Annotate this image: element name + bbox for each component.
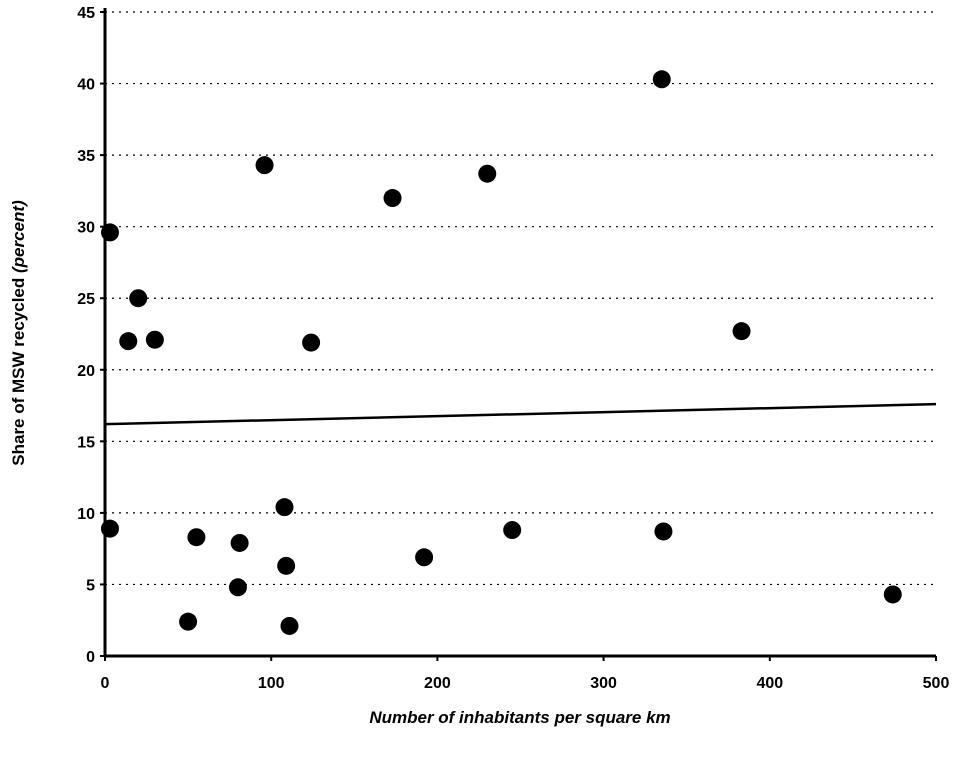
data-point-17 <box>503 521 522 540</box>
x-tick-label-300: 300 <box>590 675 617 692</box>
x-tick-label-0: 0 <box>101 675 110 692</box>
y-tick-label-45: 45 <box>77 5 95 22</box>
data-point-3 <box>129 289 148 308</box>
x-tick-label-500: 500 <box>923 675 950 692</box>
y-axis-title: Share of MSW recycled (percent) <box>9 200 28 466</box>
y-tick-labels: 0 5 10 15 20 25 30 35 40 45 <box>77 5 95 666</box>
x-axis-title: Number of inhabitants per square km <box>369 708 670 727</box>
x-tick-label-200: 200 <box>424 675 451 692</box>
y-tick-label-35: 35 <box>77 148 95 165</box>
data-point-9 <box>255 156 274 175</box>
data-point-2 <box>119 332 138 351</box>
data-point-19 <box>654 522 673 541</box>
y-axis-title-main: Share of MSW recycled <box>9 273 28 466</box>
data-points <box>100 70 902 635</box>
x-tick-labels: 0 100 200 300 400 500 <box>101 675 950 692</box>
y-tick-label-15: 15 <box>77 434 95 451</box>
data-point-4 <box>145 330 164 349</box>
data-point-1 <box>100 519 119 538</box>
data-point-6 <box>187 528 206 547</box>
y-tick-label-0: 0 <box>86 649 95 666</box>
data-point-14 <box>383 189 402 208</box>
y-tick-label-20: 20 <box>77 363 95 380</box>
data-point-20 <box>732 322 751 341</box>
data-point-5 <box>179 612 198 631</box>
data-point-12 <box>280 616 299 635</box>
y-tick-label-5: 5 <box>86 577 95 594</box>
data-point-13 <box>302 333 321 352</box>
y-tick-label-40: 40 <box>77 77 95 94</box>
data-point-11 <box>277 556 296 575</box>
data-point-7 <box>228 578 247 597</box>
y-axis-title-unit: (percent) <box>9 200 28 273</box>
data-point-8 <box>230 533 249 552</box>
trendline-group <box>104 402 937 426</box>
data-point-10 <box>275 498 294 517</box>
data-point-15 <box>415 548 434 567</box>
trendline <box>104 402 937 426</box>
y-tick-label-25: 25 <box>77 291 95 308</box>
x-tick-label-400: 400 <box>756 675 783 692</box>
data-point-16 <box>478 164 497 183</box>
x-tick-label-100: 100 <box>258 675 285 692</box>
axes <box>100 8 937 661</box>
data-point-18 <box>652 70 671 89</box>
data-point-21 <box>883 585 902 604</box>
data-point-0 <box>100 223 119 242</box>
y-tick-label-30: 30 <box>77 220 95 237</box>
y-tick-label-10: 10 <box>77 506 95 523</box>
gridlines <box>105 11 936 586</box>
